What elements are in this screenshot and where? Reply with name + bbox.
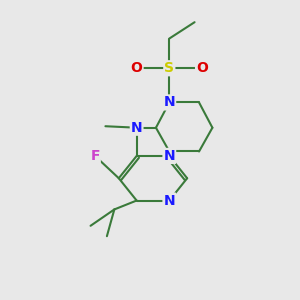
Text: S: S [164, 61, 174, 75]
Text: O: O [196, 61, 208, 75]
Text: O: O [131, 61, 142, 75]
Text: N: N [164, 149, 175, 163]
Text: N: N [164, 194, 175, 208]
Text: N: N [131, 121, 142, 135]
Text: N: N [164, 95, 175, 110]
Text: F: F [90, 149, 100, 163]
